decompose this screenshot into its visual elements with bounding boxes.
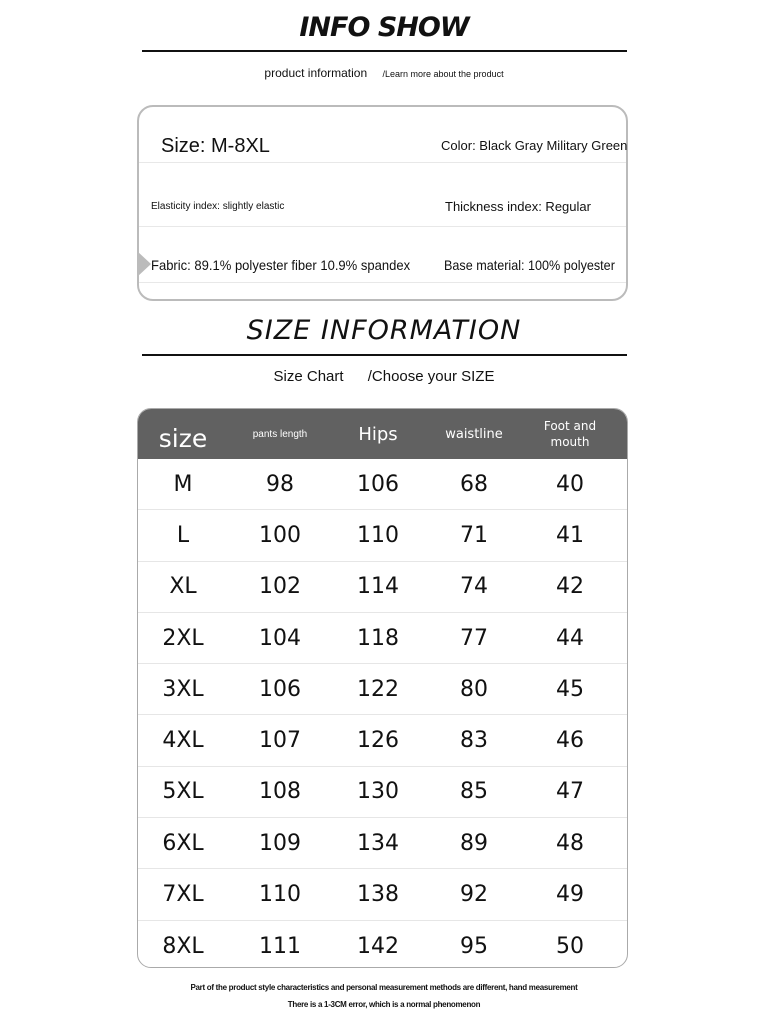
header-foot-and-mouth: Foot and mouth <box>543 419 597 449</box>
cell-waistline: 68 <box>460 471 488 497</box>
cell-foot-and-mouth: 45 <box>556 676 584 702</box>
cell-foot-and-mouth: 47 <box>556 779 584 805</box>
cell-waistline: 80 <box>460 676 488 702</box>
table-row: 3XL 106 122 80 45 <box>138 664 627 716</box>
size-chart-subtitle: Size Chart /Choose your SIZE <box>0 368 768 385</box>
cell-hips: 106 <box>357 471 399 497</box>
cell-size: 2XL <box>162 625 204 651</box>
cell-foot-and-mouth: 40 <box>556 471 584 497</box>
cell-waistline: 89 <box>460 830 488 856</box>
cell-size: 6XL <box>162 830 204 856</box>
size-chart-table: size pants length Hips waistline Foot an… <box>137 408 628 968</box>
subtitle: Size Chart <box>273 368 344 385</box>
cell-foot-and-mouth: 46 <box>556 728 584 754</box>
product-info-card: Size: M-8XL Color: Black Gray Military G… <box>137 105 628 301</box>
fabric: Fabric: 89.1% polyester fiber 10.9% span… <box>151 257 411 273</box>
divider <box>139 226 626 227</box>
cell-size: 7XL <box>162 882 204 908</box>
table-row: 6XL 109 134 89 48 <box>138 818 627 870</box>
table-header: size pants length Hips waistline Foot an… <box>138 409 627 459</box>
cell-pants-length: 107 <box>259 728 301 754</box>
cell-hips: 126 <box>357 728 399 754</box>
cell-size: 5XL <box>162 779 204 805</box>
table-row: 2XL 104 118 77 44 <box>138 613 627 665</box>
elasticity-index: Elasticity index: slightly elastic <box>151 201 285 212</box>
divider <box>139 162 626 163</box>
cell-hips: 142 <box>357 933 399 959</box>
cell-pants-length: 106 <box>259 676 301 702</box>
divider <box>142 354 627 356</box>
table-row: L 100 110 71 41 <box>138 510 627 562</box>
cell-size: 3XL <box>162 676 204 702</box>
info-show-title: INFO SHOW <box>299 12 469 43</box>
table-row: XL 102 114 74 42 <box>138 562 627 613</box>
cell-pants-length: 110 <box>259 882 301 908</box>
size-range: Size: M-8XL <box>161 135 270 157</box>
subtitle-note: /Choose your SIZE <box>367 368 495 385</box>
cell-hips: 138 <box>357 882 399 908</box>
table-row: 5XL 108 130 85 47 <box>138 767 627 819</box>
arrow-marker-icon <box>137 251 151 277</box>
cell-size: L <box>176 522 190 548</box>
cell-foot-and-mouth: 44 <box>556 625 584 651</box>
cell-hips: 122 <box>357 676 399 702</box>
footer-note-2: There is a 1-3CM error, which is a norma… <box>287 1000 481 1009</box>
header-waistline: waistline <box>445 426 503 442</box>
cell-size: 8XL <box>162 933 204 959</box>
cell-pants-length: 98 <box>266 471 294 497</box>
cell-hips: 130 <box>357 779 399 805</box>
cell-waistline: 71 <box>460 522 488 548</box>
header-size: size <box>158 423 208 453</box>
base-material: Base material: 100% polyester <box>444 257 615 273</box>
cell-size: XL <box>169 574 197 600</box>
cell-foot-and-mouth: 48 <box>556 830 584 856</box>
divider <box>142 50 627 52</box>
cell-pants-length: 104 <box>259 625 301 651</box>
thickness-index: Thickness index: Regular <box>445 199 591 214</box>
subtitle-note: /Learn more about the product <box>382 69 504 79</box>
cell-foot-and-mouth: 42 <box>556 574 584 600</box>
cell-pants-length: 109 <box>259 830 301 856</box>
cell-waistline: 77 <box>460 625 488 651</box>
divider <box>139 282 626 283</box>
table-row: 8XL 111 142 95 50 <box>138 921 627 967</box>
cell-hips: 134 <box>357 830 399 856</box>
table-row: M 98 106 68 40 <box>138 459 627 511</box>
table-row: 4XL 107 126 83 46 <box>138 715 627 767</box>
header-pants-length: pants length <box>252 428 308 440</box>
cell-size: M <box>173 471 193 497</box>
color-options: Color: Black Gray Military Green <box>441 138 628 153</box>
size-information-title: SIZE INFORMATION <box>246 315 522 346</box>
subtitle: product information <box>264 66 368 80</box>
cell-foot-and-mouth: 50 <box>556 933 584 959</box>
table-row: 7XL 110 138 92 49 <box>138 869 627 921</box>
cell-foot-and-mouth: 49 <box>556 882 584 908</box>
cell-hips: 114 <box>357 574 399 600</box>
cell-pants-length: 111 <box>259 933 301 959</box>
table-body: M 98 106 68 40 L 100 110 71 41 XL 102 114 74 42 2XL 104 1… <box>138 459 627 967</box>
cell-pants-length: 108 <box>259 779 301 805</box>
cell-size: 4XL <box>162 728 204 754</box>
cell-waistline: 83 <box>460 728 488 754</box>
cell-waistline: 74 <box>460 574 488 600</box>
product-info-subtitle: product information /Learn more about th… <box>0 66 768 80</box>
cell-waistline: 95 <box>460 933 488 959</box>
cell-pants-length: 100 <box>259 522 301 548</box>
footer-note-1: Part of the product style characteristic… <box>190 983 578 992</box>
header-hips: Hips <box>358 423 398 445</box>
cell-hips: 118 <box>357 625 399 651</box>
cell-waistline: 92 <box>460 882 488 908</box>
cell-waistline: 85 <box>460 779 488 805</box>
cell-foot-and-mouth: 41 <box>556 522 584 548</box>
cell-pants-length: 102 <box>259 574 301 600</box>
cell-hips: 110 <box>357 522 399 548</box>
